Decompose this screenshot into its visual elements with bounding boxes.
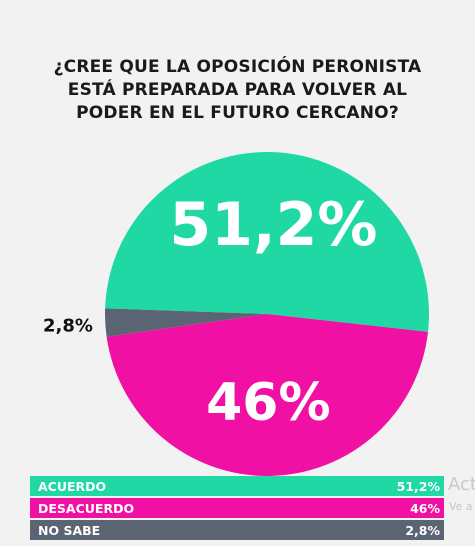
pie-slice-no-sabe	[105, 308, 267, 337]
legend-label-no-sabe: NO SABE	[38, 522, 101, 538]
pie-slice-desacuerdo	[106, 314, 429, 477]
legend-label-acuerdo: ACUERDO	[38, 478, 107, 494]
legend-item-desacuerdo: DESACUERDO 46%	[30, 498, 444, 518]
activation-watermark: Act	[448, 474, 475, 495]
chart-title: ¿CREE QUE LA OPOSICIÓN PERONISTA ESTÁ PR…	[20, 56, 455, 125]
legend-value-no-sabe: 2,8%	[405, 522, 440, 538]
legend-value-acuerdo: 51,2%	[396, 478, 440, 494]
title-line-2: ESTÁ PREPARADA PARA VOLVER AL	[67, 80, 408, 100]
legend-label-desacuerdo: DESACUERDO	[38, 500, 135, 516]
pie-labels: 51,2% 46% 2,8%	[43, 190, 378, 433]
slice-label-no-sabe: 2,8%	[43, 316, 93, 337]
pie-slices	[105, 152, 429, 477]
slice-label-acuerdo: 51,2%	[169, 190, 377, 260]
activation-watermark-sub: Ve a	[449, 500, 473, 513]
pie-slice-acuerdo	[105, 152, 429, 332]
legend: ACUERDO 51,2% DESACUERDO 46% NO SABE 2,8…	[30, 476, 444, 542]
slice-label-desacuerdo: 46%	[206, 373, 330, 433]
title-line-1: ¿CREE QUE LA OPOSICIÓN PERONISTA	[53, 57, 422, 77]
legend-item-no-sabe: NO SABE 2,8%	[30, 520, 444, 540]
legend-value-desacuerdo: 46%	[410, 500, 440, 516]
legend-item-acuerdo: ACUERDO 51,2%	[30, 476, 444, 496]
title-line-3: PODER EN EL FUTURO CERCANO?	[76, 103, 399, 123]
